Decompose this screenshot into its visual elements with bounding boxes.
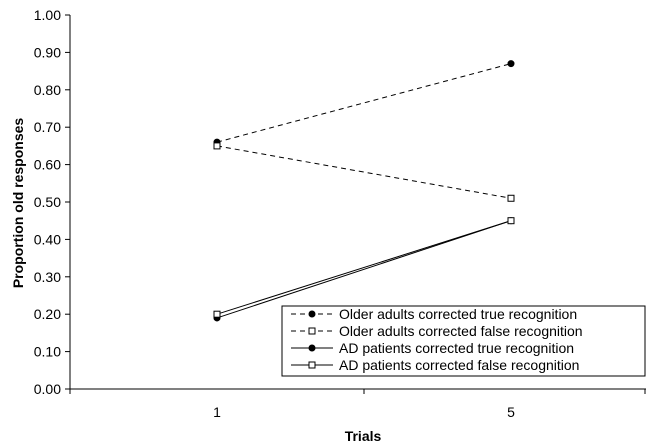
legend-marker bbox=[308, 310, 316, 318]
series-line bbox=[216, 63, 512, 143]
legend-marker bbox=[308, 344, 316, 352]
series-1 bbox=[213, 60, 515, 146]
series-layer bbox=[213, 60, 515, 322]
legend-marker bbox=[308, 361, 316, 369]
y-tick-label: 0.90 bbox=[34, 44, 61, 60]
y-tick-label: 0.00 bbox=[34, 381, 61, 397]
x-axis-title: Trials bbox=[345, 428, 382, 444]
series-line bbox=[216, 220, 512, 315]
x-tick-label: 1 bbox=[213, 404, 221, 420]
y-tick-label: 0.10 bbox=[34, 344, 61, 360]
legend-label: AD patients corrected false recognition bbox=[339, 357, 579, 373]
y-tick-label: 0.20 bbox=[34, 306, 61, 322]
y-tick-label: 0.80 bbox=[34, 82, 61, 98]
legend: Older adults corrected true recognitionO… bbox=[281, 305, 646, 377]
legend-label: AD patients corrected true recognition bbox=[339, 340, 574, 356]
y-tick-label: 0.50 bbox=[34, 194, 61, 210]
legend-marker bbox=[308, 327, 316, 335]
series-line bbox=[216, 220, 512, 319]
data-point bbox=[213, 310, 221, 318]
data-point bbox=[507, 60, 515, 68]
legend-box bbox=[281, 305, 646, 377]
x-tick-label: 5 bbox=[507, 404, 515, 420]
data-point bbox=[213, 142, 221, 150]
series-2 bbox=[213, 142, 515, 202]
y-tick-label: 1.00 bbox=[34, 7, 61, 23]
series-line bbox=[216, 145, 512, 199]
legend-label: Older adults corrected true recognition bbox=[339, 306, 577, 322]
series-4 bbox=[213, 217, 515, 318]
y-tick-label: 0.70 bbox=[34, 119, 61, 135]
y-axis-title: Proportion old responses bbox=[10, 118, 26, 289]
y-tick-label: 0.30 bbox=[34, 269, 61, 285]
data-point bbox=[507, 194, 515, 202]
legend-label: Older adults corrected false recognition bbox=[339, 323, 583, 339]
y-axis: 0.00 0.10 0.20 0.30 0.40 0.50 0.60 0.70 0.80 0.90… bbox=[34, 7, 71, 397]
data-point bbox=[507, 217, 515, 225]
y-tick-label: 0.60 bbox=[34, 157, 61, 173]
y-tick-label: 0.40 bbox=[34, 231, 61, 247]
